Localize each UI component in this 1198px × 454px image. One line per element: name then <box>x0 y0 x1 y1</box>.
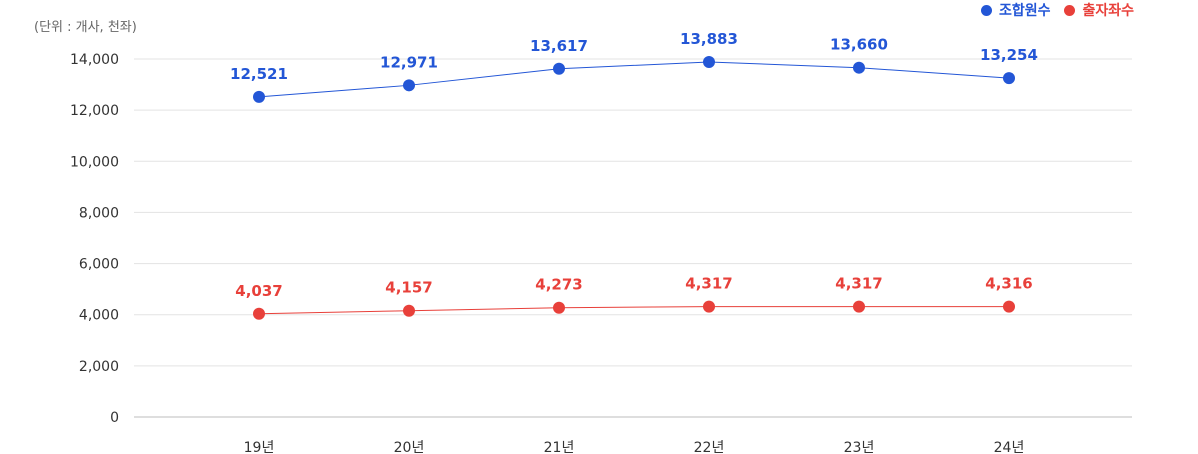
y-tick-label: 4,000 <box>79 308 119 324</box>
data-point <box>403 79 415 92</box>
y-tick-label: 8,000 <box>79 205 119 221</box>
x-tick-label: 19년 <box>244 440 275 454</box>
series-line-2 <box>258 306 1010 315</box>
series-line-1 <box>258 61 1010 98</box>
x-tick-label: 22년 <box>694 440 725 454</box>
data-point <box>553 62 565 75</box>
legend-label-shares: 출자좌수 <box>1082 3 1134 19</box>
data-label: 4,316 <box>985 275 1032 293</box>
data-point <box>853 61 865 74</box>
y-tick-label: 14,000 <box>70 52 119 68</box>
data-label: 13,883 <box>680 30 738 48</box>
y-tick-label: 10,000 <box>70 154 119 170</box>
chart-legend: 조합원수 출자좌수 <box>980 0 1134 20</box>
data-label: 13,617 <box>530 37 588 55</box>
data-label: 12,971 <box>380 53 438 71</box>
data-label: 4,037 <box>235 282 282 300</box>
x-tick-label: 20년 <box>394 440 425 454</box>
data-point <box>703 55 715 68</box>
data-label: 13,254 <box>980 46 1038 64</box>
legend-dot-members <box>980 4 992 16</box>
x-tick-label: 23년 <box>844 440 875 454</box>
data-point <box>1003 300 1015 313</box>
legend-item-shares[interactable]: 출자좌수 <box>1064 0 1134 20</box>
data-label: 4,317 <box>835 275 882 293</box>
data-point <box>253 307 265 320</box>
data-label: 12,521 <box>230 65 288 83</box>
y-tick-label: 6,000 <box>79 257 119 273</box>
legend-dot-shares <box>1064 4 1076 16</box>
data-point <box>553 301 565 314</box>
data-label: 4,273 <box>535 276 582 294</box>
data-point <box>1003 72 1015 85</box>
x-tick-label: 24년 <box>994 440 1025 454</box>
unit-note: (단위 : 개사, 천좌) <box>34 20 137 35</box>
data-point <box>853 300 865 313</box>
data-label: 4,157 <box>385 279 432 297</box>
y-tick-label: 12,000 <box>70 103 119 119</box>
data-point <box>253 90 265 103</box>
data-label: 13,660 <box>830 36 888 54</box>
data-point <box>703 300 715 313</box>
data-label: 4,317 <box>685 275 732 293</box>
y-tick-label: 2,000 <box>79 359 119 375</box>
x-tick-label: 21년 <box>544 440 575 454</box>
legend-item-members[interactable]: 조합원수 <box>980 0 1051 20</box>
data-point <box>403 304 415 317</box>
legend-label-members: 조합원수 <box>998 3 1051 19</box>
y-tick-label: 0 <box>110 410 119 426</box>
